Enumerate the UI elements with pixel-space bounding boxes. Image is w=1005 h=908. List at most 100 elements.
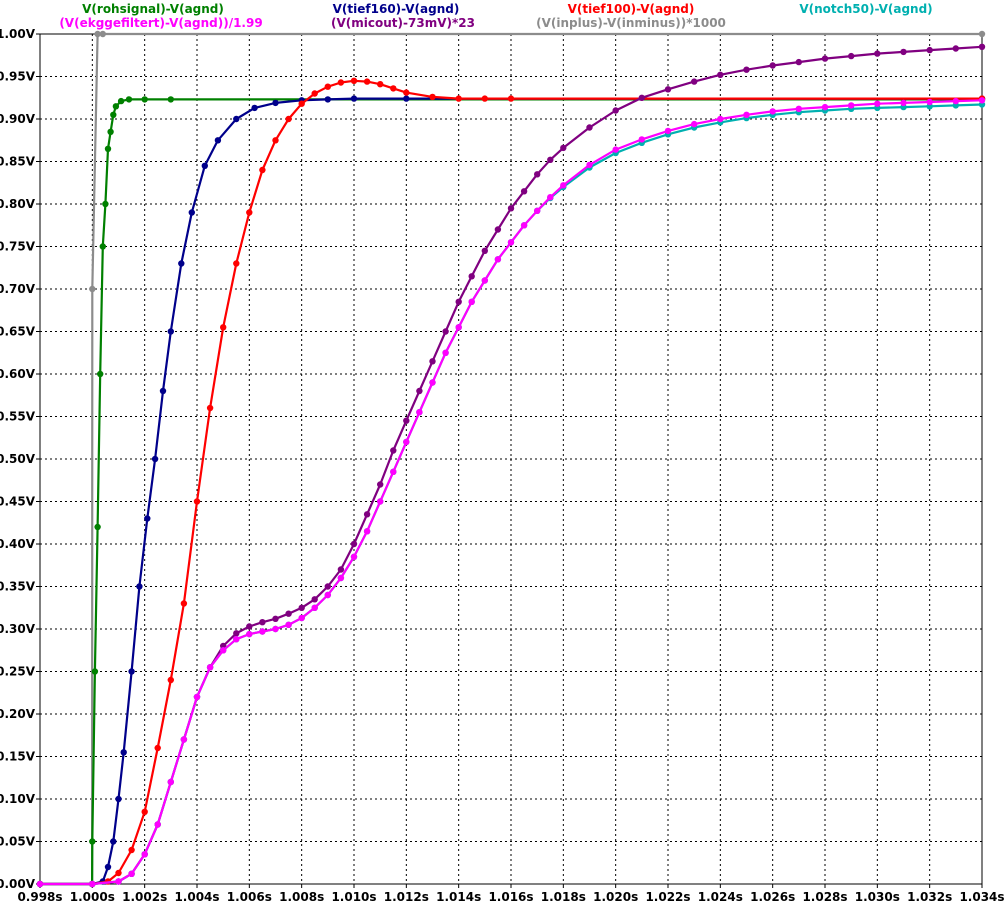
data-point: [36, 880, 44, 888]
x-tick-label: 1.012s: [384, 890, 429, 904]
x-tick-label: 1.032s: [907, 890, 952, 904]
data-point: [99, 243, 107, 250]
series-line: [40, 97, 982, 886]
data-point: [99, 30, 107, 38]
data-point: [900, 48, 907, 56]
y-tick-label: 0.00V: [0, 877, 36, 891]
data-point: [120, 749, 127, 756]
data-point: [507, 95, 515, 102]
data-point: [494, 226, 502, 233]
legend-micout[interactable]: (V(micout)-73mV)*23: [331, 16, 475, 30]
data-point: [151, 455, 159, 463]
data-point: [560, 144, 567, 152]
data-point: [612, 146, 619, 153]
data-point: [468, 273, 475, 280]
x-tick-label: 1.008s: [279, 890, 324, 904]
data-point: [664, 127, 672, 135]
legend-notch50[interactable]: V(notch50)-V(agnd): [799, 2, 933, 16]
legend-inplus[interactable]: (V(inplus)-V(inminus))*1000: [536, 16, 726, 30]
x-tick-label: 1.022s: [645, 890, 690, 904]
data-point: [455, 95, 462, 102]
series-v-ekggefiltert-v-agnd-1-99: [36, 97, 986, 888]
x-tick-label: 1.000s: [70, 890, 115, 904]
data-point: [520, 188, 528, 195]
legend-rohsignal[interactable]: V(rohsignal)-V(agnd): [82, 2, 224, 16]
data-point: [97, 370, 104, 378]
data-point: [363, 511, 371, 518]
data-point: [390, 447, 397, 454]
data-point: [377, 498, 384, 505]
series-line: [40, 99, 983, 886]
x-tick-label: 1.016s: [488, 890, 533, 904]
data-point: [769, 62, 776, 69]
data-point: [874, 50, 881, 57]
data-point: [874, 100, 881, 107]
data-point: [193, 498, 201, 505]
traces: [36, 30, 986, 888]
data-point: [115, 795, 122, 803]
data-point: [416, 409, 423, 416]
data-point: [978, 43, 986, 50]
axes: 0.998s 1.000s 1.002s 1.004s 1.006s 1.008s 1.01…: [0, 27, 1005, 904]
data-point: [180, 736, 188, 743]
data-point: [442, 349, 449, 356]
data-point: [246, 630, 253, 638]
data-point: [220, 647, 227, 654]
data-point: [188, 209, 195, 216]
data-point: [638, 94, 645, 102]
data-point: [507, 239, 515, 246]
data-point: [664, 86, 672, 93]
data-point: [363, 78, 371, 85]
legend-tief100[interactable]: V(tief100)-V(agnd): [567, 2, 695, 16]
data-point: [141, 96, 148, 103]
y-tick-label: 0.10V: [0, 792, 36, 806]
y-tick-label: 0.05V: [0, 835, 36, 849]
data-point: [259, 166, 266, 174]
y-tick-label: 0.20V: [0, 707, 36, 721]
x-tick-label: 1.014s: [436, 890, 481, 904]
data-point: [743, 66, 750, 73]
series-line: [40, 98, 982, 886]
x-tick-label: 1.026s: [750, 890, 795, 904]
data-point: [89, 880, 96, 888]
data-point: [112, 103, 120, 110]
data-point: [717, 71, 724, 79]
legend-tief160[interactable]: V(tief160)-V(agnd): [332, 2, 460, 16]
x-tick-label: 1.010s: [331, 890, 376, 904]
data-point: [612, 107, 619, 114]
data-point: [691, 78, 698, 85]
data-point: [350, 95, 358, 102]
data-point: [324, 583, 331, 590]
legend-ekggefiltert[interactable]: (V(ekggefiltert)-V(agnd))/1.99: [59, 16, 263, 30]
y-tick-label: 0.95V: [0, 70, 36, 84]
data-point: [403, 438, 410, 446]
data-point: [94, 30, 101, 38]
y-tick-label: 0.15V: [0, 750, 36, 764]
data-point: [821, 55, 829, 62]
data-point: [743, 111, 750, 119]
data-point: [154, 744, 161, 752]
data-point: [178, 260, 185, 267]
data-point: [128, 668, 135, 675]
data-point: [429, 379, 436, 386]
data-point: [104, 863, 112, 871]
data-point: [337, 79, 345, 86]
x-tick-label: 1.024s: [698, 890, 743, 904]
data-point: [246, 209, 253, 216]
data-point: [214, 137, 222, 144]
data-point: [117, 97, 125, 105]
x-tick-label: 1.030s: [855, 890, 900, 904]
x-tick-label: 1.034s: [959, 890, 1004, 904]
data-point: [390, 468, 397, 475]
data-point: [233, 115, 240, 123]
data-point: [89, 838, 96, 845]
data-point: [848, 52, 855, 60]
data-point: [154, 821, 161, 828]
y-tick-label: 0.50V: [0, 452, 36, 466]
data-point: [285, 610, 292, 617]
data-point: [795, 58, 802, 66]
data-point: [442, 328, 449, 335]
data-point: [89, 285, 96, 293]
data-point: [468, 298, 475, 305]
